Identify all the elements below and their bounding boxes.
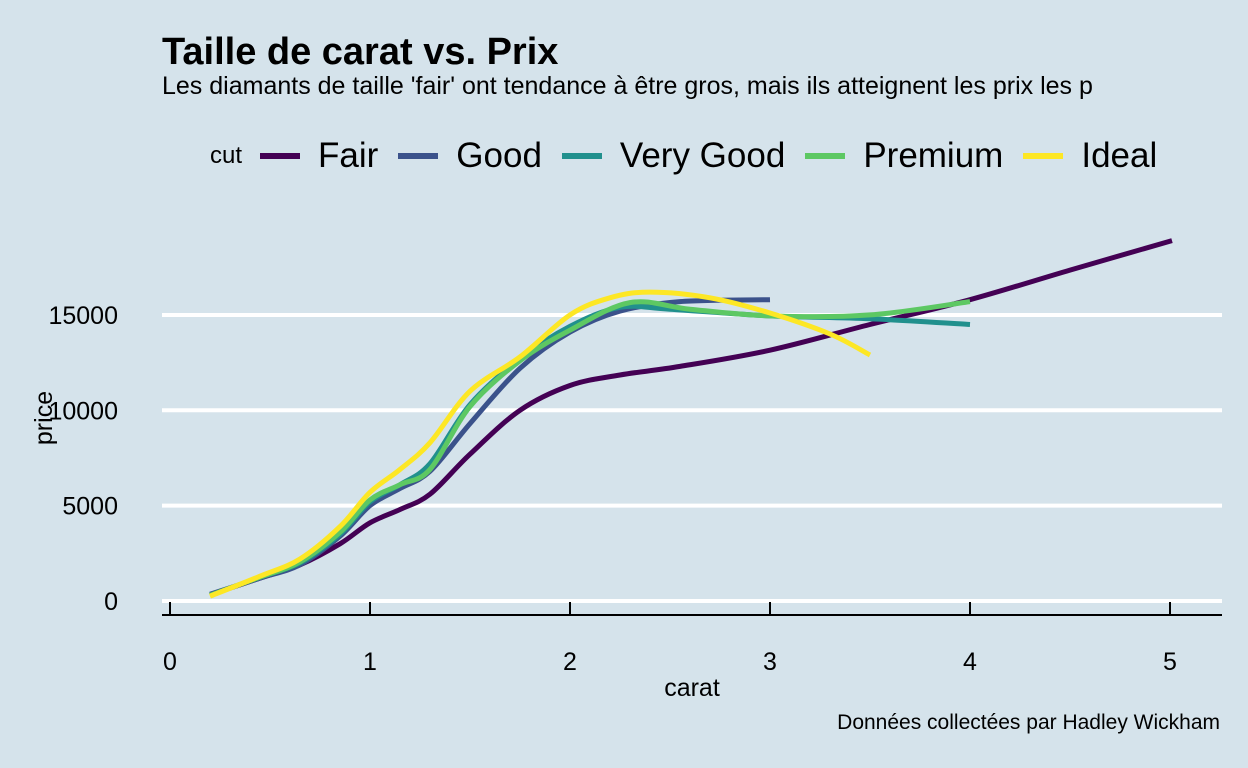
x-tick-label: 1 [363, 648, 377, 676]
legend-label: Ideal [1081, 136, 1158, 175]
legend-title: cut [210, 142, 243, 169]
x-tick-label: 4 [963, 648, 977, 676]
legend-label: Premium [863, 136, 1004, 175]
chart-caption: Données collectées par Hadley Wickham [837, 711, 1220, 734]
x-tick-label: 5 [1163, 648, 1177, 676]
series-line-ideal [209, 289, 872, 599]
legend-item-premium: Premium [805, 136, 1003, 176]
legend-item-ideal: Ideal [1023, 136, 1157, 176]
legend-key-good [398, 153, 439, 159]
y-tick-label: 5000 [62, 493, 118, 521]
x-tick-label: 0 [163, 648, 177, 676]
legend-item-good: Good [398, 136, 542, 176]
chart-title: Taille de carat vs. Prix [162, 31, 559, 73]
x-axis-title: carat [664, 674, 720, 702]
y-axis-title: price [30, 391, 58, 445]
y-tick-label: 10000 [48, 397, 118, 425]
series-line-good [209, 297, 771, 597]
legend-item-very-good: Very Good [561, 136, 786, 176]
x-tick-label: 2 [563, 648, 577, 676]
legend-key-premium [805, 153, 846, 159]
legend: cut Fair Good Very Good Premium Ideal [210, 136, 1177, 176]
x-tick-label: 3 [763, 648, 777, 676]
legend-item-fair: Fair [260, 136, 378, 176]
series-line-premium [209, 299, 971, 598]
legend-key-ideal [1023, 153, 1064, 159]
y-tick-label: 0 [104, 588, 118, 616]
legend-label: Fair [318, 136, 379, 175]
legend-key-very-good [561, 153, 602, 159]
legend-label: Very Good [619, 136, 786, 175]
y-tick-label: 15000 [48, 302, 118, 330]
legend-label: Good [456, 136, 542, 175]
chart-subtitle: Les diamants de taille 'fair' ont tendan… [162, 72, 1093, 100]
legend-key-fair [260, 153, 301, 159]
